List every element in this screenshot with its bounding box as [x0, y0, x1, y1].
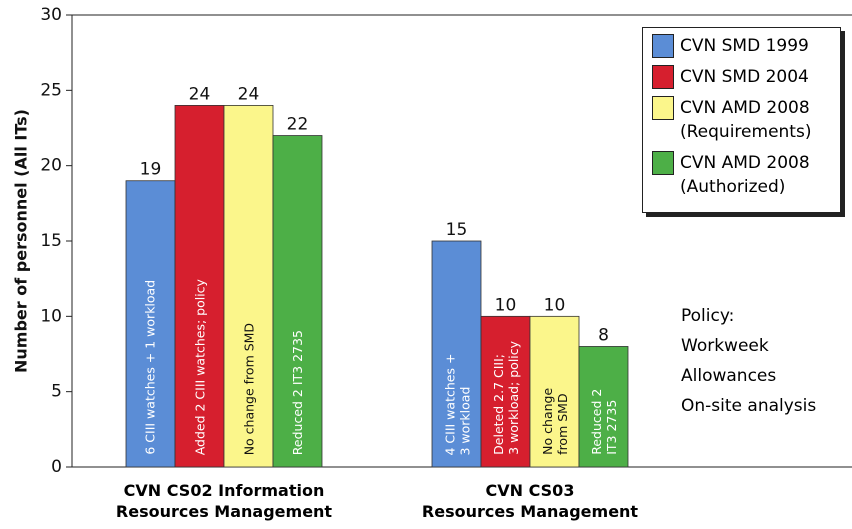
legend-swatch: [652, 65, 674, 89]
annotation: Policy: Workweek Allowances On-site anal…: [681, 306, 817, 416]
value-label: 22: [287, 115, 309, 135]
legend-label: CVN SMD 1999: [680, 36, 809, 56]
y-tick-label: 20: [40, 156, 62, 176]
bar-label: Added 2 CIII watches; policy: [191, 278, 207, 455]
legend-item: CVN AMD 2008 (Requirements): [652, 96, 840, 144]
bar-label: 6 CIII watches + 1 workload: [142, 280, 158, 455]
value-label: 10: [495, 295, 517, 315]
legend-label: CVN SMD 2004: [680, 67, 809, 87]
legend: CVN SMD 1999 CVN SMD 2004 CVN AMD 2008 (Re…: [642, 27, 841, 213]
value-label: 10: [544, 295, 566, 315]
bar-label: No change from SMD: [240, 322, 256, 455]
y-axis-label: Number of personnel (All ITs): [12, 109, 31, 373]
legend-swatch: [652, 96, 674, 120]
bar: [223, 105, 274, 468]
y-tick-label: 10: [40, 306, 62, 326]
bar: [480, 315, 531, 468]
bar-label: Deleted 2.7 CIII; 3 workload; policy: [490, 341, 521, 455]
legend-swatch: [652, 34, 674, 58]
bar-label: Reduced 2 IT3 2735: [289, 329, 305, 455]
value-label: 24: [238, 84, 260, 104]
legend-item: CVN SMD 1999: [652, 34, 840, 58]
bar: [272, 135, 323, 468]
value-label: 24: [189, 84, 211, 104]
legend-item: CVN SMD 2004: [652, 65, 840, 89]
bar-label: Reduced 2 IT3 2735: [588, 388, 619, 455]
legend-label: CVN AMD 2008 (Authorized): [680, 153, 810, 197]
x-tick-label: CVN CS03 Resources Management: [421, 481, 639, 521]
bar: [174, 105, 225, 468]
y-tick-label: 0: [51, 457, 62, 477]
value-label: 8: [598, 325, 609, 345]
bar: [125, 180, 176, 468]
x-tick-label: CVN CS02 Information Resources Managemen…: [115, 481, 333, 521]
bar: [431, 240, 482, 468]
legend-swatch: [652, 151, 674, 175]
legend-item: CVN AMD 2008 (Authorized): [652, 151, 840, 199]
value-label: 19: [140, 160, 162, 180]
y-tick-label: 30: [40, 5, 62, 25]
y-tick-label: 15: [40, 231, 62, 251]
bar: [578, 346, 629, 468]
value-label: 15: [446, 220, 468, 240]
y-tick-label: 25: [40, 80, 62, 100]
legend-label: CVN AMD 2008 (Requirements): [680, 98, 812, 142]
bar-label: No change from SMD: [539, 388, 570, 455]
y-tick-label: 5: [51, 382, 62, 402]
bar-label: 4 CIII watches + 3 workload: [441, 353, 472, 455]
